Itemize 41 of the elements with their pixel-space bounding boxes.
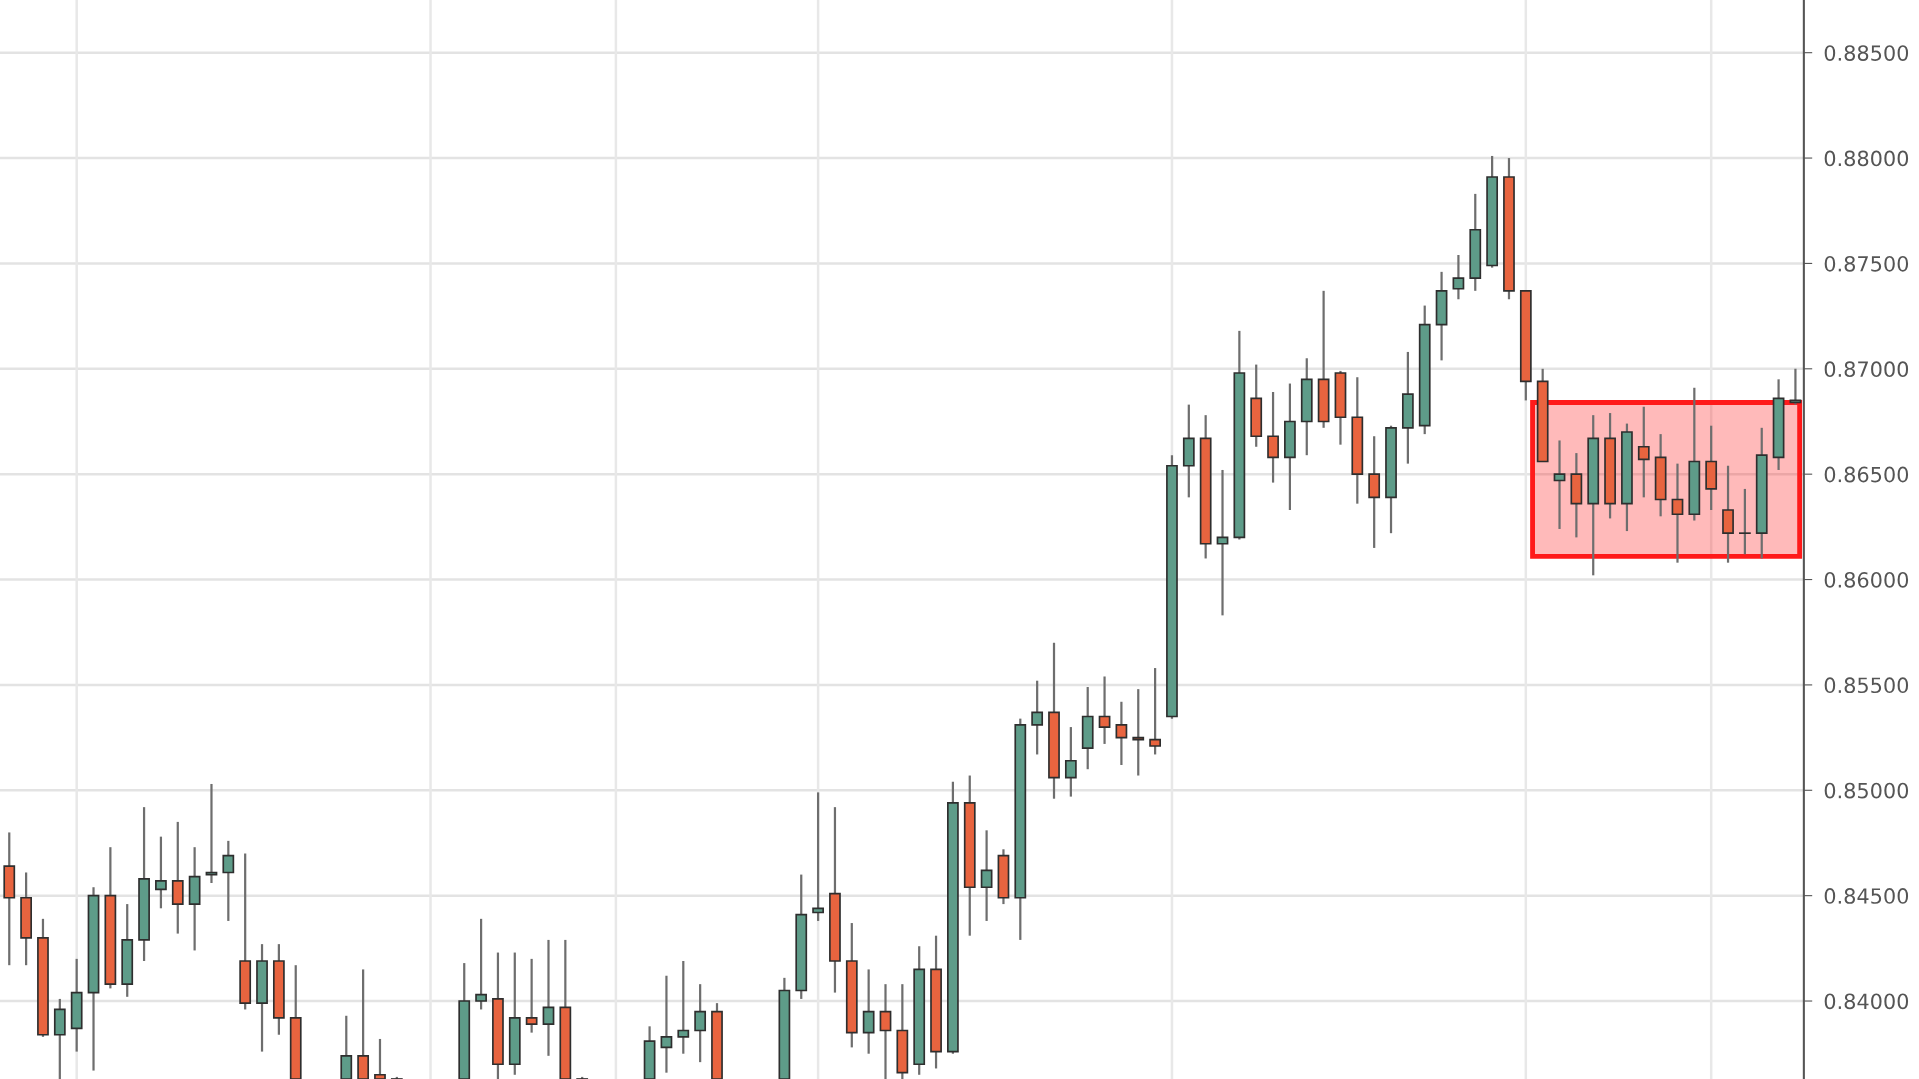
candlestick: [1064, 725, 1077, 798]
candlestick: [475, 917, 487, 1011]
candlestick: [357, 968, 370, 1079]
y-tick-label: 0.85000: [1824, 782, 1909, 799]
candlestick: [660, 974, 673, 1074]
candlestick: [1098, 675, 1111, 746]
candlestick: [525, 957, 538, 1034]
candlestick: [879, 983, 892, 1079]
candlestick: [1553, 439, 1566, 531]
y-tick-label: 0.88500: [1824, 45, 1909, 61]
candlestick: [812, 791, 824, 923]
y-tick-label: 0.86500: [1824, 466, 1909, 483]
candlestick: [374, 1037, 386, 1079]
candlestick: [1031, 679, 1044, 756]
y-tick-label: 0.84500: [1824, 888, 1909, 904]
candlestick: [1132, 688, 1145, 777]
candlestick: [1115, 700, 1128, 767]
y-tick-label: 0.88000: [1824, 150, 1909, 167]
candlestick: [1368, 435, 1381, 550]
candlestick: [542, 938, 555, 1057]
candlestick: [1637, 405, 1650, 499]
candlestick: [677, 959, 690, 1055]
candlestick: [694, 983, 707, 1064]
candlestick: [222, 839, 235, 923]
candlestick: [862, 968, 875, 1055]
candlestick: [155, 835, 167, 910]
y-tick-label: 0.87000: [1824, 361, 1909, 378]
candlestick: [1671, 462, 1684, 564]
candlestick: [1452, 253, 1465, 301]
candlestick: [1149, 666, 1162, 756]
candlestick: [1738, 487, 1751, 556]
candlestick: [980, 829, 993, 923]
y-tick-label: 0.85500: [1824, 677, 1909, 694]
y-tick-label: 0.87500: [1824, 255, 1909, 272]
candlestick: [340, 1014, 353, 1079]
candlestick: [171, 820, 184, 935]
y-tick-label: 0.86000: [1824, 571, 1909, 588]
y-tick-label: 0.84000: [1824, 993, 1909, 1010]
candlestick: [1216, 468, 1229, 617]
candlestick: [1267, 390, 1279, 484]
candlestick: [1722, 464, 1734, 564]
